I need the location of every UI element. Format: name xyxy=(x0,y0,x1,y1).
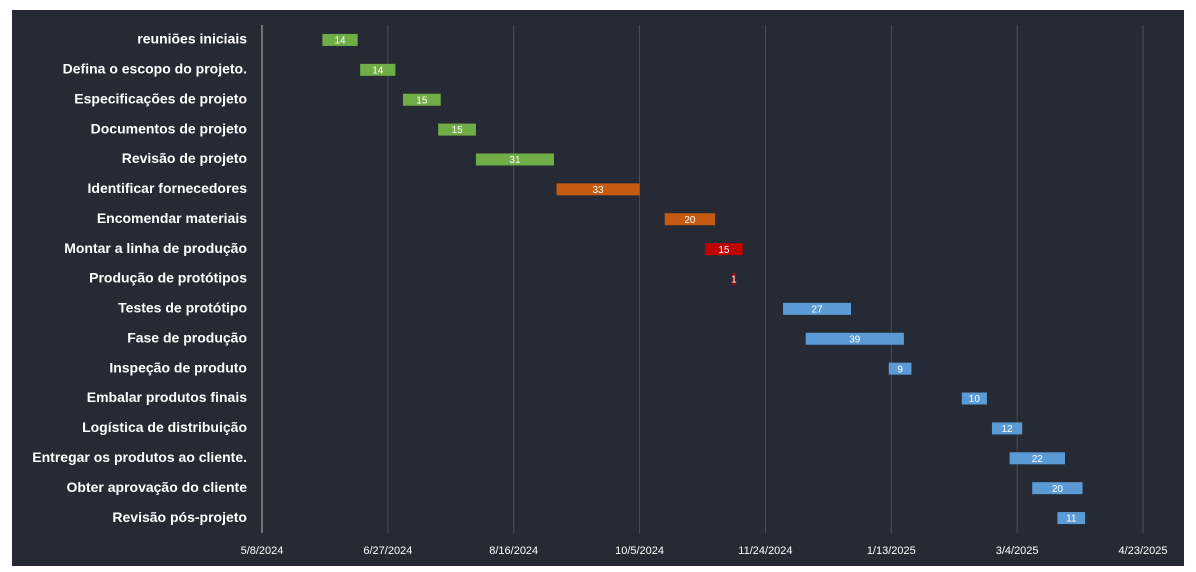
value-label: 20 xyxy=(684,215,696,226)
category-label: Fase de produção xyxy=(127,329,247,345)
x-tick-label: 3/4/2025 xyxy=(996,545,1039,557)
bar xyxy=(664,213,716,226)
x-tick-label: 8/16/2024 xyxy=(489,545,538,557)
value-label: 27 xyxy=(811,305,823,316)
bar xyxy=(705,243,743,256)
value-label: 14 xyxy=(372,65,384,76)
category-label: Embalar produtos finais xyxy=(87,389,247,405)
value-label: 39 xyxy=(849,334,861,345)
bar xyxy=(438,123,476,136)
bar xyxy=(805,332,904,345)
category-label: Encomendar materiais xyxy=(97,210,247,226)
bar xyxy=(1009,452,1065,465)
category-label: Inspeção de produto xyxy=(109,359,247,375)
bar xyxy=(991,422,1023,435)
category-label: Produção de protótipos xyxy=(89,270,247,286)
category-label: Entregar os produtos ao cliente. xyxy=(32,449,247,465)
value-label: 31 xyxy=(509,155,521,166)
bar xyxy=(322,33,358,46)
value-label: 15 xyxy=(416,95,428,106)
value-label: 22 xyxy=(1032,454,1044,465)
bar xyxy=(783,302,852,315)
category-label: Obter aprovação do cliente xyxy=(67,479,248,495)
category-label: Especificações de projeto xyxy=(74,90,247,106)
bar xyxy=(961,392,987,405)
bar xyxy=(402,93,441,106)
category-label: Identificar fornecedores xyxy=(88,180,248,196)
x-tick-label: 10/5/2024 xyxy=(615,545,664,557)
value-label: 9 xyxy=(897,364,903,375)
value-label: 20 xyxy=(1052,484,1064,495)
category-label: Revisão pós-projeto xyxy=(112,509,247,525)
value-label: 33 xyxy=(592,185,604,196)
bar xyxy=(732,273,736,285)
x-tick-label: 1/13/2025 xyxy=(867,545,916,557)
value-label: 12 xyxy=(1002,424,1014,435)
value-label: 11 xyxy=(1066,514,1077,525)
category-label: Testes de protótipo xyxy=(118,300,247,316)
category-label: Montar a linha de produção xyxy=(64,240,247,256)
category-label: reuniões iniciais xyxy=(137,31,247,47)
x-tick-label: 11/24/2024 xyxy=(738,545,792,557)
bar xyxy=(1032,482,1083,495)
value-label: 1 xyxy=(731,275,737,286)
bar xyxy=(475,153,554,166)
value-label: 14 xyxy=(334,36,346,47)
bar xyxy=(1057,512,1086,525)
bar xyxy=(888,362,912,375)
category-label: Logística de distribuição xyxy=(82,419,247,435)
bar xyxy=(556,183,640,196)
value-label: 15 xyxy=(718,245,730,256)
x-tick-label: 5/8/2024 xyxy=(241,545,284,557)
category-label: Revisão de projeto xyxy=(122,150,247,166)
value-label: 15 xyxy=(452,125,464,136)
category-label: Documentos de projeto xyxy=(91,120,247,136)
category-label: Defina o escopo do projeto. xyxy=(63,61,247,77)
x-tick-label: 6/27/2024 xyxy=(363,545,412,557)
bar xyxy=(360,63,396,76)
x-tick-label: 4/23/2025 xyxy=(1119,545,1168,557)
chart-background xyxy=(12,10,1184,566)
value-label: 10 xyxy=(969,394,981,405)
